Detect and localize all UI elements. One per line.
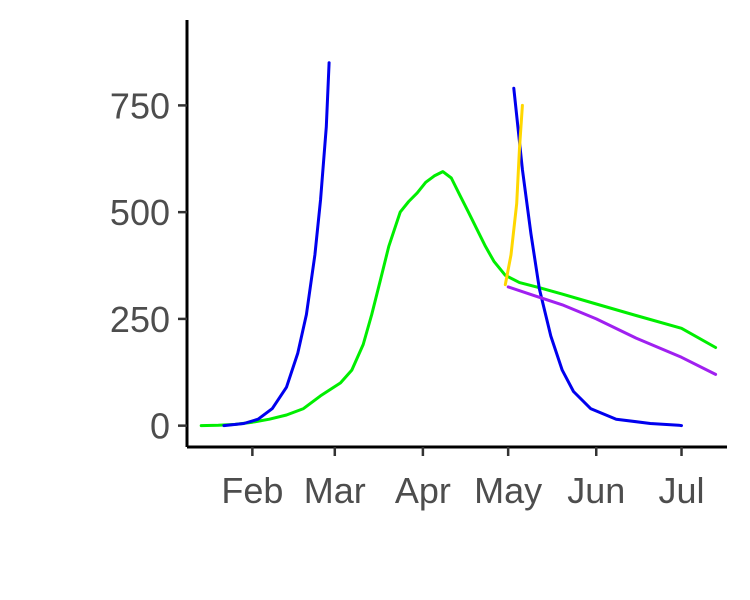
series-layer	[199, 61, 718, 428]
x-tick-label: Mar	[304, 470, 366, 511]
series-line-3	[512, 86, 683, 428]
series-line-2	[222, 61, 331, 428]
x-tick-label: Feb	[221, 470, 283, 511]
series-line-5	[506, 285, 718, 376]
y-tick-label: 250	[110, 299, 170, 340]
x-tick-label: Jun	[567, 470, 625, 511]
x-tick-label: Apr	[395, 470, 451, 511]
y-tick-label: 0	[150, 406, 170, 447]
x-tick-label: May	[474, 470, 542, 511]
series-line-1	[199, 170, 718, 428]
ticks-layer: 0 250 500 750 Feb Mar Apr May Jun Jul	[110, 85, 705, 511]
series-line-4	[503, 103, 524, 287]
x-tick-label: Jul	[659, 470, 705, 511]
y-tick-label: 750	[110, 85, 170, 126]
axes-layer	[185, 20, 727, 449]
y-tick-label: 500	[110, 192, 170, 233]
